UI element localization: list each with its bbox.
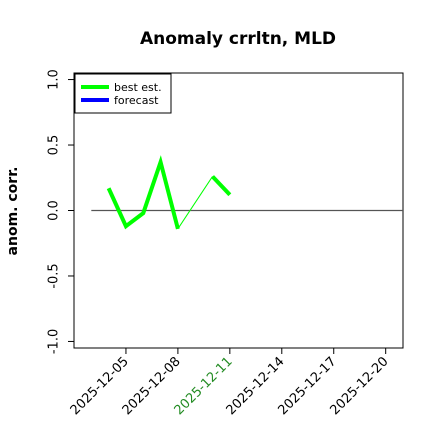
y-tick-label: 1.0 [47, 69, 62, 90]
chart-title: Anomaly crrltn, MLD [140, 29, 336, 49]
y-tick-label: 0.5 [47, 135, 62, 156]
x-axis-ticks: 2025-12-052025-12-082025-12-112025-12-14… [68, 348, 392, 418]
series-line-best-est [211, 175, 232, 197]
y-tick-label: -0.5 [47, 263, 62, 288]
series-line-best-est-thin [177, 176, 213, 230]
legend-label: best est. [114, 81, 162, 94]
y-axis-ticks: -1.0 -0.5 0.0 0.5 1.0 [47, 69, 74, 354]
y-axis-label: anom. corr. [5, 167, 21, 256]
y-tick-label: 0.0 [47, 200, 62, 221]
y-tick-label: -1.0 [47, 329, 62, 354]
legend-label: forecast [114, 94, 159, 107]
legend-box [74, 73, 172, 114]
series-line-best-est [106, 155, 180, 230]
legend: best est.forecast [74, 73, 172, 114]
series-group [106, 155, 232, 230]
